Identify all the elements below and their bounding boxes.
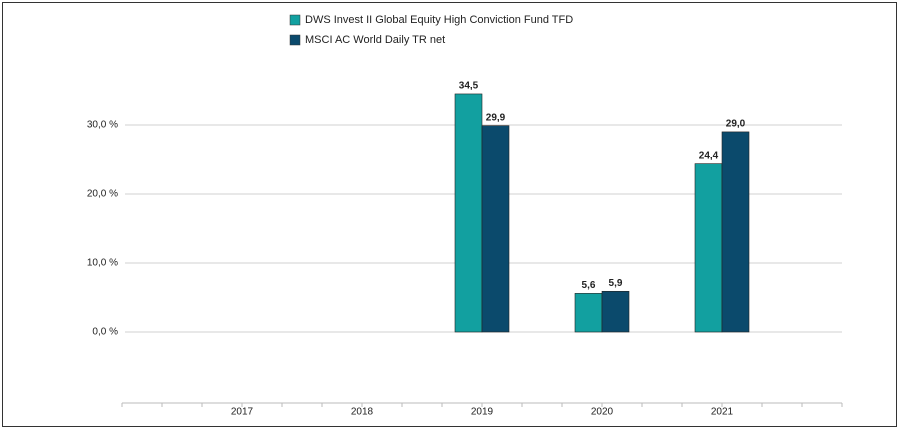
x-tick-label: 2019 bbox=[471, 407, 494, 418]
value-label: 5,6 bbox=[582, 280, 596, 291]
bar bbox=[574, 293, 603, 333]
x-tick-label: 2017 bbox=[231, 407, 254, 418]
legend-swatch bbox=[289, 14, 301, 26]
y-tick-label: 0,0 % bbox=[92, 327, 118, 338]
bar bbox=[481, 125, 510, 333]
y-tick-label: 10,0 % bbox=[87, 258, 118, 269]
bar bbox=[721, 131, 750, 333]
value-label: 24,4 bbox=[699, 150, 719, 161]
bar bbox=[694, 163, 723, 333]
legend-label: MSCI AC World Daily TR net bbox=[305, 34, 445, 46]
value-label: 29,0 bbox=[726, 119, 746, 130]
value-label: 5,9 bbox=[609, 278, 623, 289]
legend-swatch bbox=[289, 34, 301, 46]
legend-label: DWS Invest II Global Equity High Convict… bbox=[305, 14, 573, 26]
x-tick-label: 2020 bbox=[591, 407, 614, 418]
x-tick-label: 2021 bbox=[711, 407, 734, 418]
y-tick-label: 20,0 % bbox=[87, 189, 118, 200]
value-label: 34,5 bbox=[459, 81, 479, 92]
bar bbox=[601, 290, 630, 333]
y-tick-label: 30,0 % bbox=[87, 120, 118, 131]
value-label: 29,9 bbox=[486, 112, 506, 123]
x-tick-label: 2018 bbox=[351, 407, 374, 418]
bar bbox=[454, 93, 483, 333]
